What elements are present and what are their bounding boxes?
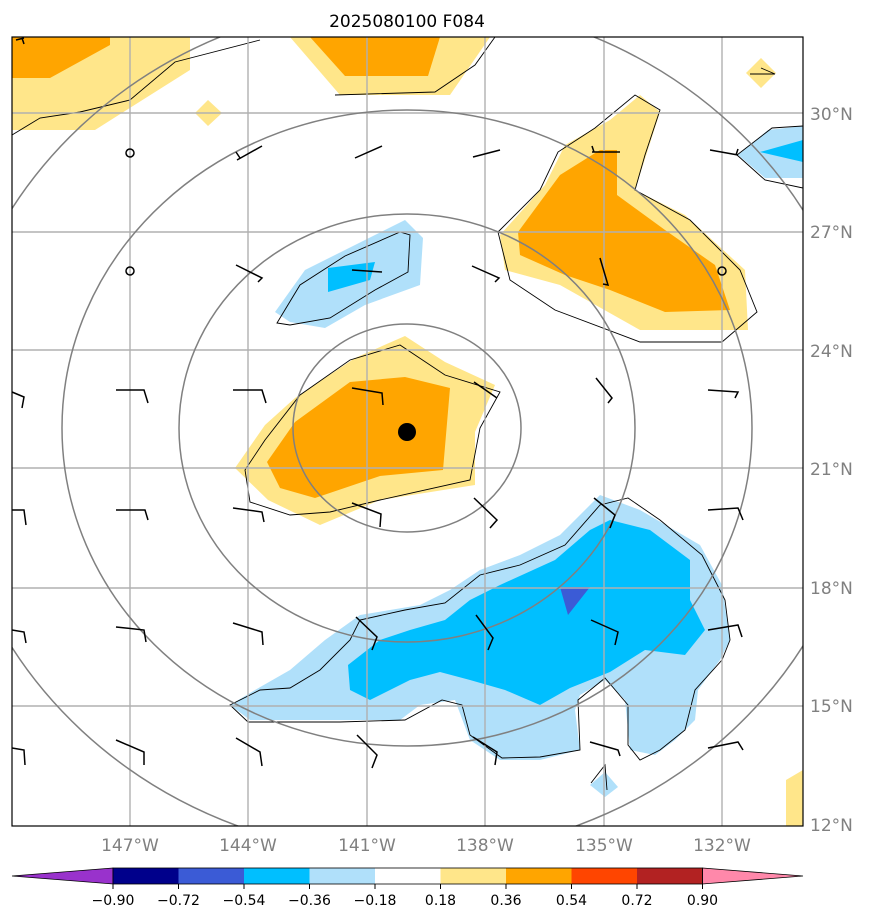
colorbar-tick-label: 0.72 bbox=[621, 893, 652, 909]
lat-label: 12°N bbox=[810, 816, 853, 836]
negative-anomaly-fill bbox=[230, 126, 803, 797]
colorbar-tick-label: 0.36 bbox=[490, 893, 521, 909]
map-frame bbox=[11, 36, 804, 827]
map-title: 2025080100 F084 bbox=[329, 12, 485, 32]
lat-label: 18°N bbox=[810, 579, 853, 599]
colorbar-extend-high bbox=[702, 867, 804, 885]
map-area bbox=[12, 37, 803, 826]
longitude-labels: 147°W 144°W 141°W 138°W 135°W 132°W bbox=[101, 836, 751, 856]
colorbar-extend-low bbox=[11, 867, 114, 885]
colorbar-frame bbox=[112, 867, 703, 885]
colorbar-segment bbox=[113, 868, 179, 884]
latitude-labels: 30°N 27°N 24°N 21°N 18°N 15°N 12°N bbox=[810, 105, 853, 836]
lat-label: 15°N bbox=[810, 697, 853, 717]
colorbar-tick-label: −0.18 bbox=[354, 893, 397, 909]
storm-center-marker bbox=[398, 423, 416, 441]
lon-label: 141°W bbox=[338, 836, 396, 856]
colorbar-segment bbox=[440, 868, 507, 884]
lon-label: 138°W bbox=[456, 836, 514, 856]
lon-label: 147°W bbox=[101, 836, 159, 856]
colorbar-segment bbox=[178, 868, 245, 884]
lat-label: 21°N bbox=[810, 460, 853, 480]
wind-barbs bbox=[12, 37, 744, 769]
lat-label: 27°N bbox=[810, 223, 853, 243]
colorbar-tick-label: −0.72 bbox=[157, 893, 200, 909]
lat-label: 24°N bbox=[810, 342, 853, 362]
colorbar-tick-label: 0.90 bbox=[687, 893, 718, 909]
colorbar-segment bbox=[309, 868, 376, 884]
colorbar-segment bbox=[637, 868, 703, 884]
colorbar-tick-label: 0.18 bbox=[425, 893, 456, 909]
lon-label: 135°W bbox=[575, 836, 633, 856]
lon-label: 144°W bbox=[219, 836, 277, 856]
colorbar-tick-label: 0.54 bbox=[556, 893, 587, 909]
colorbar: −0.90 −0.72 −0.54 −0.36 −0.18 0.18 0.36 0.54 0.7… bbox=[11, 867, 804, 909]
colorbar-tick-label: −0.54 bbox=[223, 893, 266, 909]
gridlines bbox=[12, 37, 803, 826]
colorbar-segment bbox=[375, 868, 441, 884]
lat-label: 30°N bbox=[810, 105, 853, 125]
colorbar-tick-label: −0.36 bbox=[288, 893, 331, 909]
colorbar-tick-label: −0.90 bbox=[92, 893, 135, 909]
lon-label: 132°W bbox=[693, 836, 751, 856]
colorbar-segment bbox=[244, 868, 310, 884]
colorbar-segment bbox=[571, 868, 638, 884]
colorbar-segment bbox=[506, 868, 572, 884]
range-rings bbox=[12, 37, 803, 826]
